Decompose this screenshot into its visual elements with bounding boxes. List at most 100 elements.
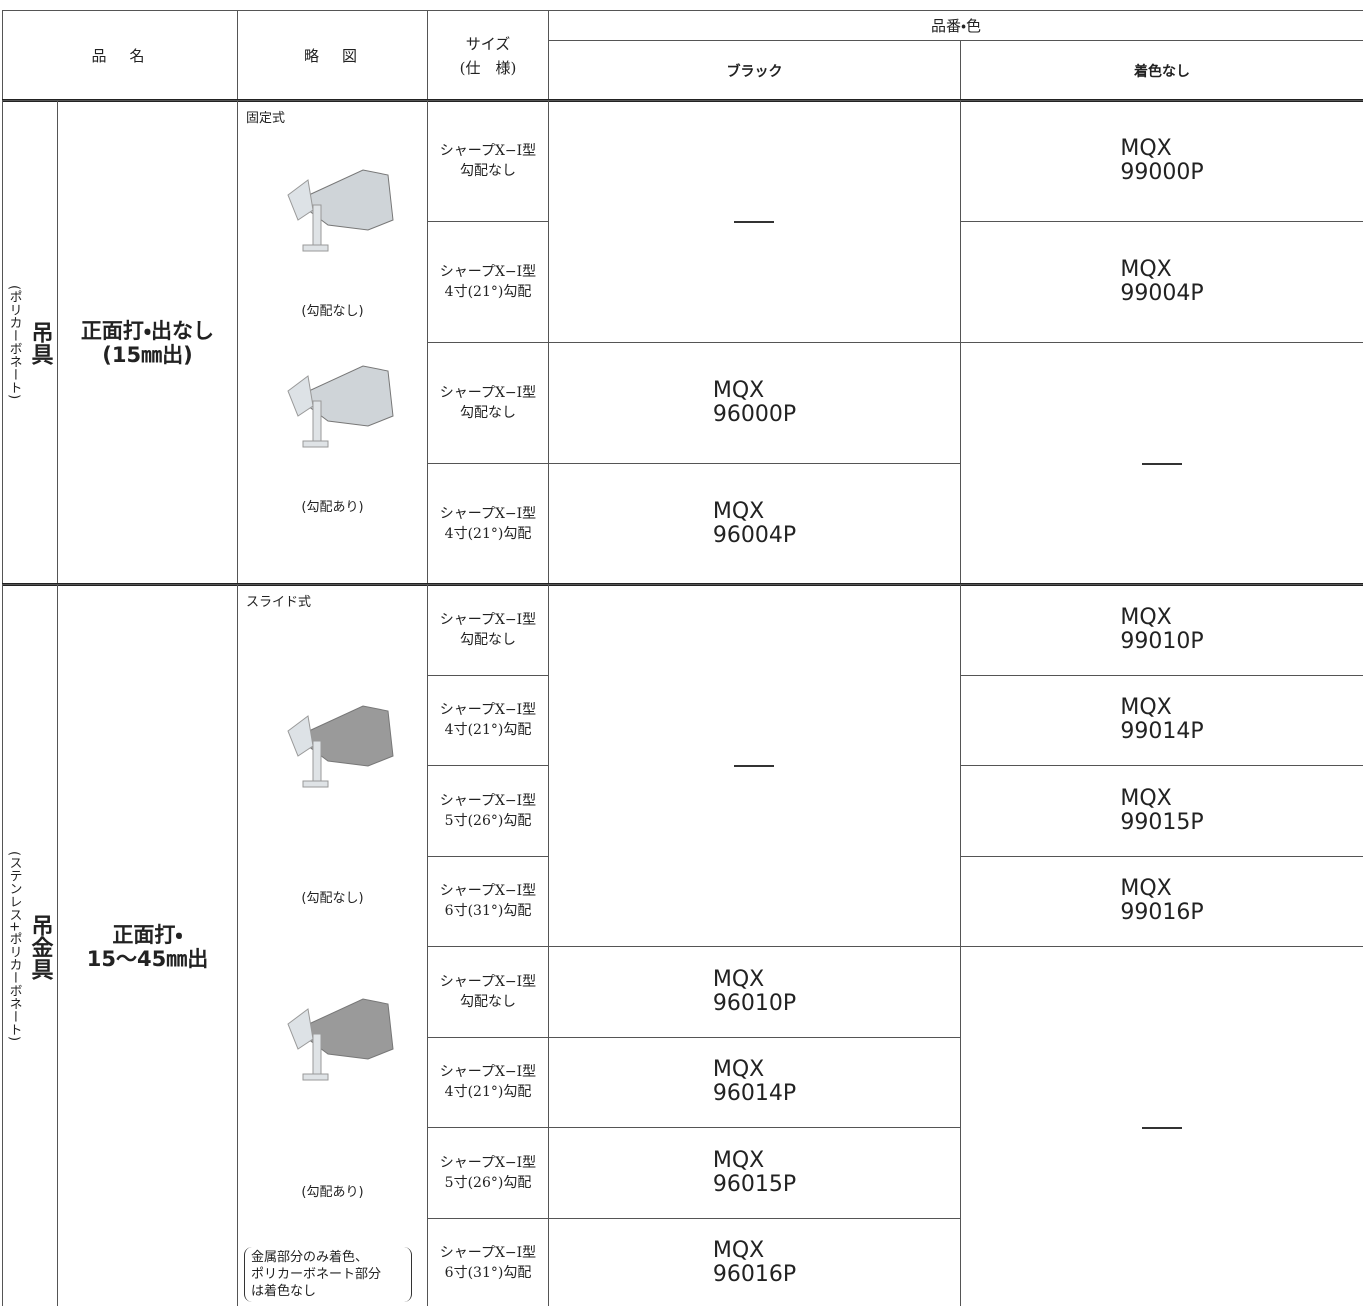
category-cell: 吊金具 (ステンレス+ポリカーボネート): [2, 584, 58, 1306]
size-cell: シャープX−I型 5寸(26°)勾配: [427, 1127, 549, 1219]
note-line: は着色なし: [251, 1284, 317, 1299]
code-line: 96015P: [712, 1171, 797, 1197]
size-line: シャープX−I型: [439, 1245, 537, 1262]
header-text: 着色なし: [1134, 63, 1190, 80]
note-line: ポリカーボネート部分: [251, 1267, 382, 1282]
header-text: 略 図: [303, 46, 361, 65]
diagram-type: スライド式: [246, 595, 312, 610]
size-line: 勾配なし: [460, 163, 516, 179]
size-line: シャープX−I型: [439, 973, 537, 990]
size-line: シャープX−I型: [439, 264, 537, 280]
code-block: MQX 96004P: [713, 500, 796, 548]
code-block: MQX 99000P: [1120, 137, 1203, 185]
size-cell: シャープX−I型 4寸(21°)勾配: [427, 1036, 549, 1128]
size-cell: シャープX−I型 勾配なし: [427, 584, 549, 676]
code-block: MQX 96016P: [713, 1239, 796, 1287]
code-cell: MQX 99014P: [960, 674, 1363, 766]
size-cell: シャープX−I型 4寸(21°)勾配: [427, 674, 549, 766]
code-cell: MQX 99004P: [960, 221, 1363, 343]
code-cell: MQX 99000P: [960, 100, 1363, 222]
product-image: [268, 150, 398, 260]
code-cell: MQX 99016P: [960, 855, 1363, 947]
code-line: MQX: [1120, 604, 1172, 630]
code-line: 96014P: [712, 1081, 797, 1107]
code-cell: MQX 99015P: [960, 765, 1363, 857]
code-cell: MQX 96014P: [548, 1036, 961, 1128]
size-line: 勾配なし: [460, 631, 516, 648]
size-line: シャープX−I型: [439, 611, 537, 628]
code-line: MQX: [1120, 257, 1172, 282]
category-cell: 吊具 (ポリカーボネート): [2, 100, 58, 585]
category: 吊金具: [27, 913, 53, 980]
dash: [1141, 463, 1182, 465]
size-line: シャープX−I型: [439, 143, 537, 159]
size-line: 5寸(26°)勾配: [444, 1174, 532, 1191]
product-image: [268, 686, 398, 796]
code-line: 99004P: [1120, 281, 1204, 306]
code-block: MQX 99004P: [1120, 258, 1203, 306]
category-note: (ステンレス+ポリカーボネート): [6, 851, 22, 1042]
code-line: MQX: [1120, 695, 1172, 721]
code-line: MQX: [712, 1147, 765, 1173]
size-line: 5寸(26°)勾配: [444, 812, 532, 829]
code-block: MQX 96010P: [712, 967, 797, 1016]
size-cell: シャープX−I型 6寸(31°)勾配: [427, 1217, 549, 1306]
code-line: 96004P: [712, 523, 797, 548]
code-block: MQX 99010P: [1120, 604, 1203, 654]
code-block: MQX 99015P: [1120, 785, 1204, 835]
header-cell: 品番・色: [548, 10, 1363, 41]
code-cell: MQX 96015P: [548, 1127, 961, 1219]
size-line: シャープX−I型: [439, 1064, 537, 1081]
caption: (勾配なし): [301, 304, 364, 320]
dash: [734, 765, 774, 767]
header-text: 品番・色: [930, 16, 982, 35]
code-line: 96016P: [712, 1262, 797, 1288]
code-line: 96010P: [712, 990, 797, 1016]
header-cell: サイズ (仕 様): [427, 10, 549, 101]
size-line: シャープX−I型: [439, 1154, 537, 1171]
name-cell: 正面打・ 15〜45㎜出: [57, 584, 238, 1306]
category: 吊具: [27, 320, 53, 365]
size-line: 4寸(21°)勾配: [444, 1084, 532, 1101]
size-line: 4寸(21°)勾配: [444, 284, 532, 300]
code-cell: MQX 96010P: [548, 946, 961, 1038]
note: 金属部分のみ着色、 ポリカーボネート部分 は着色なし: [244, 1247, 412, 1302]
code-line: MQX: [1120, 876, 1172, 902]
size-cell: シャープX−I型 4寸(21°)勾配: [427, 463, 549, 585]
size-cell: シャープX−I型 5寸(26°)勾配: [427, 765, 549, 857]
header-text: ブラック: [726, 63, 783, 80]
size-line: 勾配なし: [460, 405, 516, 421]
code-line: 99000P: [1120, 160, 1204, 185]
size-cell: シャープX−I型 6寸(31°)勾配: [427, 855, 549, 947]
header-text: 品 名: [91, 46, 149, 65]
size-line: 4寸(21°)勾配: [444, 722, 532, 739]
size-line: シャープX−I型: [439, 883, 537, 900]
code-block: MQX 99016P: [1120, 877, 1203, 925]
product-image-drawing: [287, 169, 394, 252]
product-name: 正面打・出なし: [80, 318, 215, 343]
product-image: [268, 346, 398, 456]
size-line: 勾配なし: [460, 993, 516, 1010]
header-cell: 着色なし: [960, 40, 1363, 101]
size-line: シャープX−I型: [439, 506, 537, 522]
diagram-cell: スライド式 (勾配なし) (勾配あり) 金属部分のみ着色、 ポリカーボネート部分 は着…: [237, 584, 428, 1306]
code-line: MQX: [1120, 136, 1172, 161]
size-line: シャープX−I型: [439, 385, 537, 401]
code-cell: MQX 96004P: [548, 463, 961, 585]
code-line: 99015P: [1120, 809, 1204, 835]
header-text: サイズ: [465, 34, 511, 53]
size-cell: シャープX−I型 4寸(21°)勾配: [427, 221, 549, 343]
code-line: 99014P: [1120, 719, 1204, 745]
code-line: 96000P: [712, 402, 797, 427]
size-line: シャープX−I型: [439, 702, 537, 719]
code-block: MQX 96014P: [713, 1058, 796, 1106]
code-cell: MQX 96016P: [548, 1217, 961, 1306]
header-cell: 略 図: [237, 10, 428, 101]
code-line: 99016P: [1120, 900, 1204, 926]
code-line: MQX: [1120, 785, 1172, 811]
code-block: MQX 96015P: [712, 1147, 797, 1197]
code-cell: MQX 99010P: [960, 584, 1363, 676]
diagram-cell: 固定式 (勾配なし) (勾配あり): [237, 100, 428, 585]
code-cell: MQX 96000P: [548, 342, 961, 464]
